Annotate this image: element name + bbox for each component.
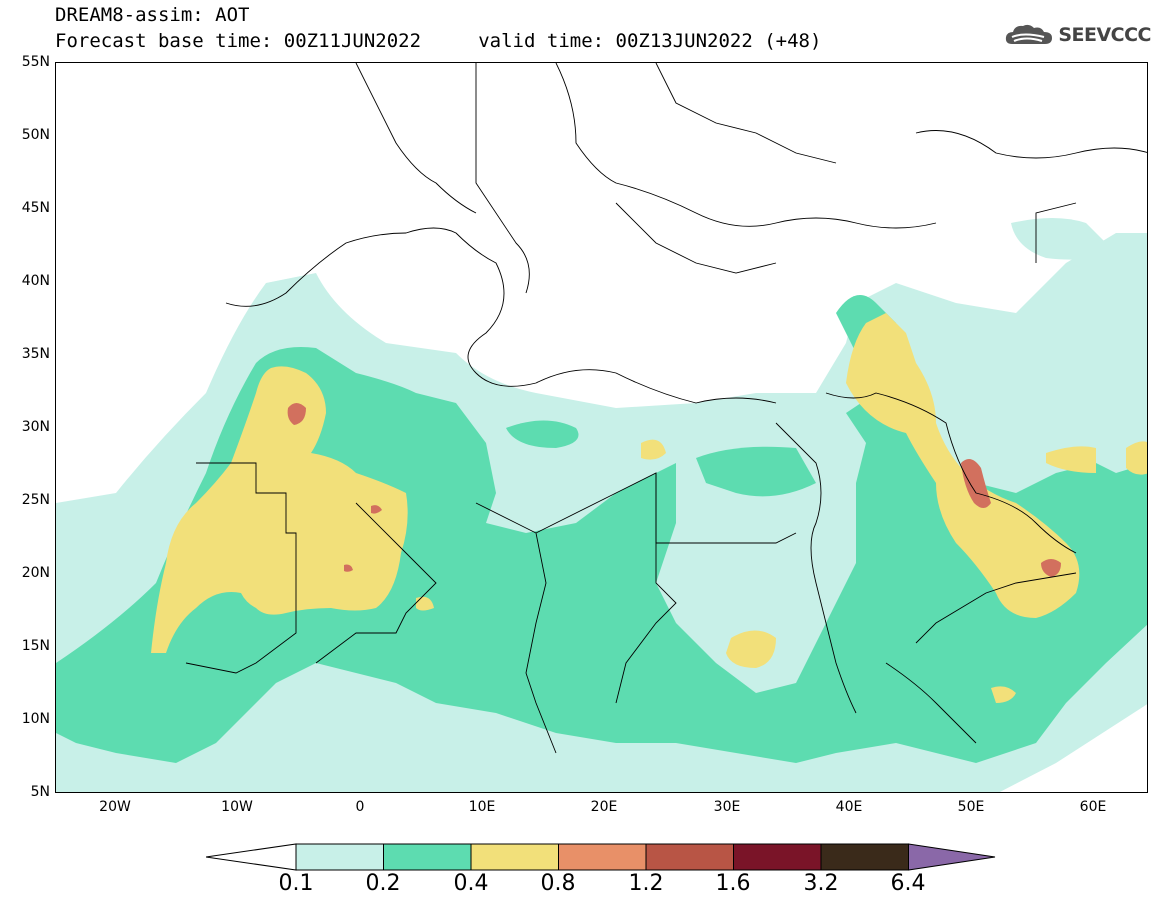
colorbar-label-3-2: 3.2 (803, 871, 839, 896)
seevccc-logo: SEEVCCC (1004, 22, 1151, 48)
lat-label-10n: 10N (21, 711, 50, 727)
lat-label-20n: 20N (21, 565, 50, 581)
aot-contour-0-8 (287, 403, 1061, 577)
lat-label-30n: 30N (21, 419, 50, 435)
lon-label-50e: 50E (957, 799, 985, 815)
colorbar-segment-0-1 (295, 843, 384, 871)
colorbar (206, 843, 996, 871)
colorbar-segment-0-4 (470, 843, 559, 871)
colorbar-label-0-8: 0.8 (540, 871, 576, 896)
colorbar-label-0-2: 0.2 (365, 871, 401, 896)
lat-label-25n: 25N (21, 492, 50, 508)
map-area (55, 62, 1148, 793)
aot-contour-0-4 (151, 313, 1147, 703)
colorbar-arrow-high (908, 843, 996, 871)
lon-label-0: 0 (355, 799, 365, 815)
country-borders (185, 63, 1147, 754)
colorbar-label-1-2: 1.2 (628, 871, 664, 896)
lat-label-5n: 5N (30, 784, 50, 800)
colorbar-segment-1-2 (645, 843, 734, 871)
cloud-icon (1006, 24, 1053, 44)
lat-label-55n: 55N (21, 54, 50, 70)
lat-label-35n: 35N (21, 346, 50, 362)
colorbar-arrow-low (206, 843, 297, 871)
colorbar-segment-3-2 (820, 843, 909, 871)
colorbar-label-0-4: 0.4 (453, 871, 489, 896)
lon-label-60e: 60E (1079, 799, 1107, 815)
chart-subtitle: Forecast base time: 00Z11JUN2022 valid t… (55, 30, 822, 52)
lat-label-45n: 45N (21, 200, 50, 216)
colorbar-segment-1-6 (733, 843, 822, 871)
lon-label-10w: 10W (221, 799, 253, 815)
lat-label-50n: 50N (21, 127, 50, 143)
colorbar-segment-0-2 (383, 843, 472, 871)
colorbar-label-0-1: 0.1 (278, 871, 314, 896)
lon-label-40e: 40E (835, 799, 863, 815)
lon-label-20e: 20E (590, 799, 618, 815)
lon-label-10e: 10E (468, 799, 496, 815)
logo-text: SEEVCCC (1058, 24, 1151, 46)
chart-title: DREAM8-assim: AOT (55, 4, 250, 26)
colorbar-segment-0-8 (558, 843, 647, 871)
aot-field-map (56, 63, 1147, 792)
lat-label-15n: 15N (21, 638, 50, 654)
lon-label-30e: 30E (713, 799, 741, 815)
lat-label-40n: 40N (21, 273, 50, 289)
colorbar-label-1-6: 1.6 (715, 871, 751, 896)
colorbar-label-6-4: 6.4 (890, 871, 926, 896)
lon-label-20w: 20W (99, 799, 131, 815)
